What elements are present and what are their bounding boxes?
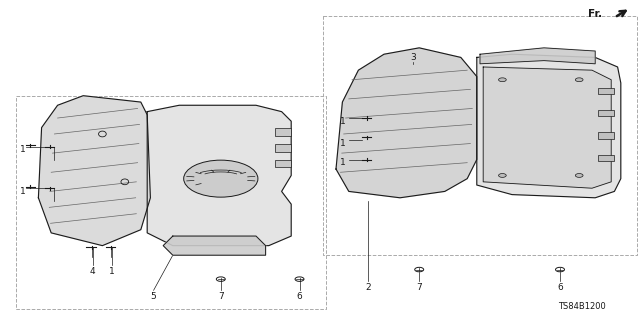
FancyBboxPatch shape bbox=[598, 88, 614, 94]
Polygon shape bbox=[163, 236, 266, 255]
Polygon shape bbox=[480, 48, 595, 64]
Text: 1: 1 bbox=[340, 117, 345, 126]
Text: Fr.: Fr. bbox=[588, 9, 602, 19]
Text: 4: 4 bbox=[90, 267, 95, 276]
Ellipse shape bbox=[575, 174, 583, 177]
Text: 6: 6 bbox=[297, 292, 302, 301]
Ellipse shape bbox=[499, 174, 506, 177]
FancyBboxPatch shape bbox=[598, 110, 614, 116]
Text: 1: 1 bbox=[340, 139, 345, 148]
Ellipse shape bbox=[499, 78, 506, 82]
Text: 3: 3 bbox=[410, 53, 415, 62]
Text: 7: 7 bbox=[218, 292, 223, 301]
FancyBboxPatch shape bbox=[598, 132, 614, 139]
Text: 5: 5 bbox=[151, 292, 156, 301]
Text: 7: 7 bbox=[417, 283, 422, 292]
Polygon shape bbox=[38, 96, 150, 246]
FancyBboxPatch shape bbox=[275, 160, 291, 167]
Polygon shape bbox=[483, 67, 611, 188]
Text: 2: 2 bbox=[365, 283, 371, 292]
Polygon shape bbox=[477, 54, 621, 198]
Text: 6: 6 bbox=[557, 283, 563, 292]
Polygon shape bbox=[336, 48, 477, 198]
Ellipse shape bbox=[575, 78, 583, 82]
FancyBboxPatch shape bbox=[275, 128, 291, 136]
Text: 1: 1 bbox=[20, 187, 25, 196]
Text: 1: 1 bbox=[340, 158, 345, 167]
FancyBboxPatch shape bbox=[598, 155, 614, 161]
Circle shape bbox=[184, 160, 258, 197]
Text: 1: 1 bbox=[109, 267, 115, 276]
Text: TS84B1200: TS84B1200 bbox=[559, 302, 606, 311]
Polygon shape bbox=[147, 105, 291, 246]
FancyBboxPatch shape bbox=[275, 144, 291, 152]
Text: 1: 1 bbox=[20, 145, 25, 154]
